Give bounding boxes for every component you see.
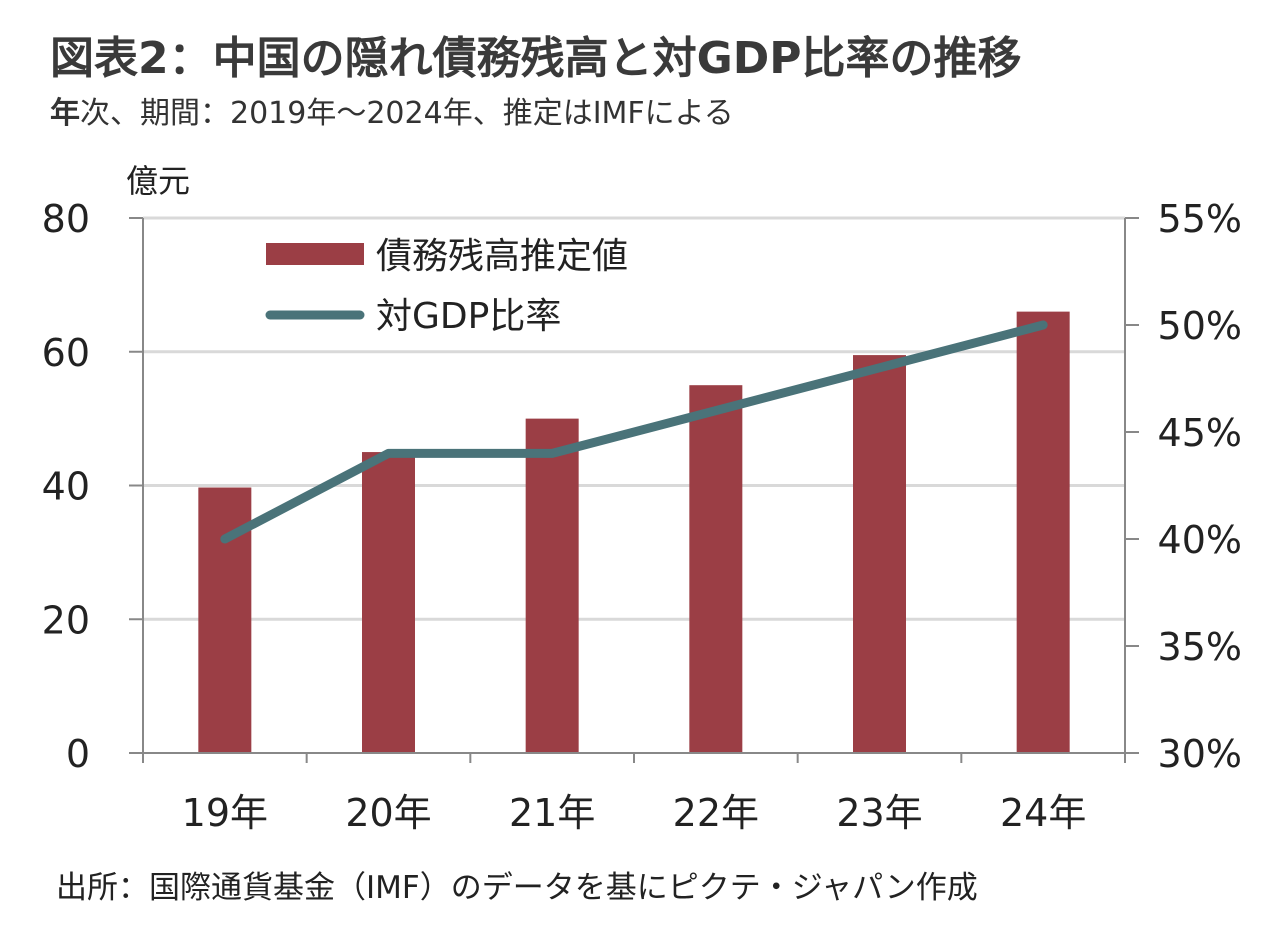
chart-title: 図表2：中国の隠れ債務残高と対GDP比率の推移: [50, 33, 1022, 84]
x-tick-label: 23年: [836, 791, 922, 835]
legend-line-label: 対GDP比率: [376, 296, 561, 337]
x-tick-label: 20年: [345, 791, 431, 835]
legend-bar-swatch: [266, 243, 364, 265]
left-tick-label: 60: [42, 331, 90, 375]
legend-bar-label: 債務残高推定値: [376, 236, 628, 277]
bar-20年: [362, 452, 415, 753]
right-tick-label: 40%: [1158, 518, 1242, 562]
bar-22年: [689, 385, 743, 753]
chart-subtitle: 年次、期間：2019年～2024年、推定はIMFによる: [50, 88, 734, 132]
x-tick-label: 21年: [509, 791, 595, 835]
left-tick-label: 40: [42, 465, 90, 509]
ratio-point-22年: [713, 408, 718, 413]
x-tick-label: 19年: [182, 791, 268, 835]
left-tick-label: 20: [42, 598, 90, 642]
ratio-point-24年: [1041, 323, 1046, 327]
left-axis-unit: 億元: [126, 162, 190, 200]
x-tick-label: 22年: [673, 791, 759, 835]
subtitle-bold: 年: [50, 96, 80, 131]
subtitle-rest: 次、期間：2019年～2024年、推定はIMFによる: [80, 96, 734, 131]
bar-23年: [853, 355, 906, 753]
ratio-line: [220, 320, 1048, 544]
source-note: 出所：国際通貨基金（IMF）のデータを基にピクテ・ジャパン作成: [56, 870, 978, 906]
right-tick-label: 30%: [1158, 732, 1242, 776]
bar-21年: [525, 418, 579, 753]
right-tick-label: 45%: [1158, 411, 1242, 455]
right-tick-label: 35%: [1158, 625, 1242, 669]
ratio-point-19年: [222, 537, 227, 541]
ratio-point-21年: [550, 451, 555, 456]
ratio-point-20年: [386, 451, 391, 456]
left-tick-label: 0: [66, 732, 90, 776]
right-tick-label: 50%: [1158, 304, 1242, 348]
bar-24年: [1016, 311, 1070, 753]
left-tick-label: 80: [42, 197, 90, 241]
right-tick-label: 55%: [1158, 197, 1242, 241]
ratio-point-23年: [877, 365, 882, 370]
x-tick-label: 24年: [1000, 791, 1086, 835]
